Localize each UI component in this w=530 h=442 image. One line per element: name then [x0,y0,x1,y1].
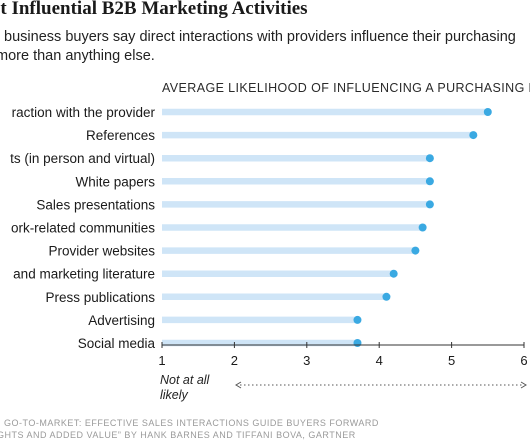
chart-title: st Influential B2B Marketing Activities [0,0,308,19]
dot-6 [411,246,420,255]
category-label-2: ts (in person and virtual) [10,151,155,166]
dot-1 [469,131,478,140]
category-label-10: Social media [78,336,156,351]
dot-0 [483,108,492,116]
chart-header: AVERAGE LIKELIHOOD OF INFLUENCING A PURC… [162,81,530,95]
x-tick-label-2: 3 [303,353,310,368]
source-line-1: H GO-TO-MARKET: EFFECTIVE SALES INTERACT… [0,418,379,428]
scale-low-annotation: Not at all likely [160,373,209,403]
x-tick-label-5: 6 [520,353,527,368]
x-tick-label-3: 4 [376,353,383,368]
category-label-1: References [86,128,155,143]
category-label-0: raction with the provider [12,105,156,120]
scale-arrow-left-head [235,381,242,389]
dot-9 [353,315,362,324]
category-label-8: Press publications [45,290,155,305]
dot-7 [389,269,398,278]
x-tick-label-4: 5 [448,353,455,368]
category-label-9: Advertising [88,313,155,328]
dot-3 [425,177,434,186]
chart-subtitle-line-2: more than anything else. [0,48,155,64]
dot-5 [418,223,427,232]
chart-subtitle-line-1: , business buyers say direct interaction… [0,29,516,45]
dot-8 [382,292,391,301]
source-line-2: IGHTS AND ADDED VALUE” BY HANK BARNES AN… [0,430,356,440]
x-tick-label-1: 2 [231,353,238,368]
dot-4 [425,200,434,209]
scale-low-annotation-line-2: likely [160,388,188,402]
category-label-7: and marketing literature [13,267,155,282]
dot-10 [353,339,362,347]
category-label-5: ork-related communities [11,221,155,236]
category-label-4: Sales presentations [36,197,155,212]
category-label-6: Provider websites [48,244,155,259]
scale-low-annotation-line-1: Not at all [160,373,210,387]
x-tick-label-0: 1 [158,353,165,368]
scale-arrow-right-head [520,381,527,389]
category-label-3: White papers [75,174,155,189]
dot-2 [425,154,434,163]
